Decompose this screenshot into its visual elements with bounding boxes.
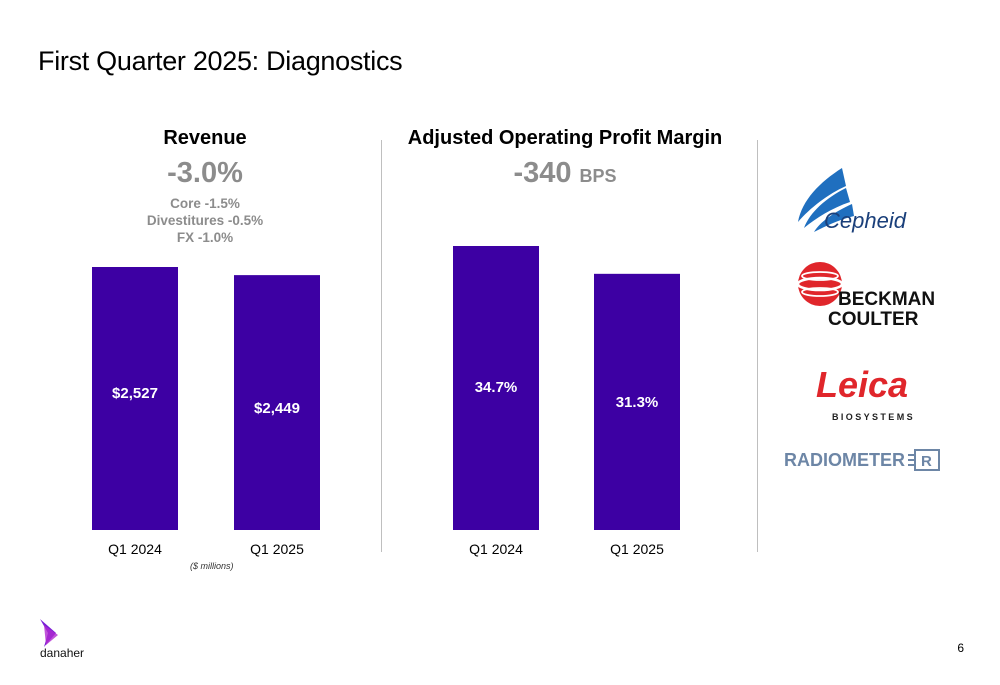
chart2-category-label-2: Q1 2025 bbox=[610, 541, 664, 557]
chart1-category-label-1: Q1 2024 bbox=[108, 541, 162, 557]
chart1-value-label-1: $2,527 bbox=[112, 385, 158, 402]
core-growth: Core -1.5% bbox=[170, 196, 240, 211]
svg-text:Cepheid: Cepheid bbox=[824, 208, 907, 233]
svg-text:Leica: Leica bbox=[816, 364, 908, 405]
chart2-value-label-1: 34.7% bbox=[475, 379, 518, 396]
margin-heading: Adjusted Operating Profit Margin bbox=[407, 127, 723, 149]
panel-divider-left bbox=[381, 140, 382, 552]
revenue-breakdown: Core -1.5% Divestitures -0.5% FX -1.0% bbox=[100, 195, 310, 246]
chart1-value-label-2: $2,449 bbox=[254, 400, 300, 417]
margin-change: -340 BPS bbox=[400, 157, 730, 190]
svg-text:R: R bbox=[921, 453, 932, 470]
cepheid-logo: Cepheid bbox=[798, 168, 907, 233]
chart1-bar-2 bbox=[234, 275, 320, 530]
fx-impact: FX -1.0% bbox=[176, 230, 234, 245]
chart1-category-label-2: Q1 2025 bbox=[250, 541, 304, 557]
danaher-logo: danaher bbox=[40, 619, 84, 660]
units-footnote: ($ millions) bbox=[190, 561, 234, 571]
margin-change-unit: BPS bbox=[579, 166, 617, 186]
revenue-heading: Revenue bbox=[163, 127, 247, 149]
page-number: 6 bbox=[957, 641, 964, 655]
slide-title: First Quarter 2025: Diagnostics bbox=[38, 46, 403, 76]
chart1-bar-1 bbox=[92, 267, 178, 530]
panel-divider-right bbox=[757, 140, 758, 552]
divestitures-impact: Divestitures -0.5% bbox=[146, 213, 264, 228]
chart2-bar-1 bbox=[453, 246, 539, 530]
chart2-value-label-2: 31.3% bbox=[616, 394, 659, 411]
radiometer-logo: RADIOMETER R bbox=[784, 449, 940, 471]
svg-text:danaher: danaher bbox=[40, 646, 84, 660]
chart2-category-label-1: Q1 2024 bbox=[469, 541, 523, 557]
svg-text:RADIOMETER: RADIOMETER bbox=[784, 450, 905, 470]
svg-text:BECKMAN: BECKMAN bbox=[838, 289, 935, 310]
beckman-coulter-logo: BECKMAN COULTER bbox=[796, 262, 935, 330]
brand-logos: Cepheid BECKMAN COULTER Leica BIOSYSTEMS… bbox=[784, 168, 940, 471]
svg-text:COULTER: COULTER bbox=[828, 309, 919, 330]
margin-change-value: -340 bbox=[513, 157, 572, 189]
chart2-bar-2 bbox=[594, 273, 680, 530]
svg-text:BIOSYSTEMS: BIOSYSTEMS bbox=[832, 412, 915, 422]
leica-biosystems-logo: Leica BIOSYSTEMS bbox=[816, 364, 915, 422]
revenue-change: -3.0% bbox=[167, 157, 243, 189]
